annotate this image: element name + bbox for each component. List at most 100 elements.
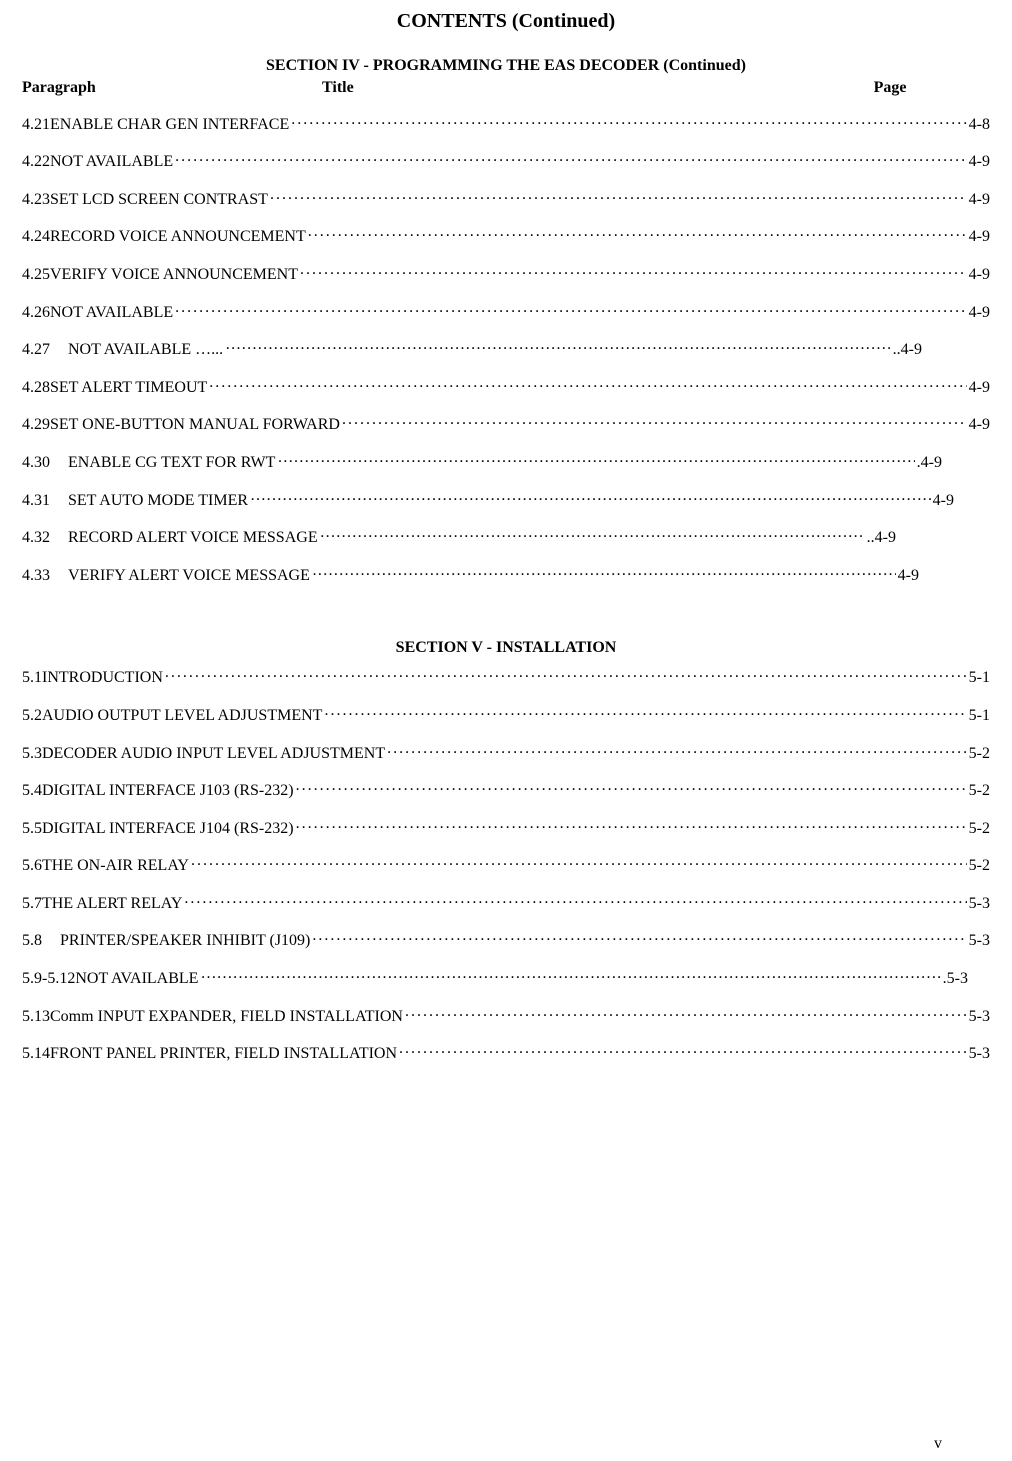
toc-row: 5.9-5.12 NOT AVAILABLE .5-3 bbox=[22, 965, 968, 988]
toc-entry-title: ENABLE CHAR GEN INTERFACE bbox=[50, 116, 291, 134]
toc-row: 4.30ENABLE CG TEXT FOR RWT.4-9 bbox=[22, 449, 942, 472]
toc-row: 4.26NOT AVAILABLE4-9 bbox=[22, 299, 990, 322]
toc-entry-title: ENABLE CG TEXT FOR RWT bbox=[68, 454, 277, 472]
toc-entry-title: RECORD VOICE ANNOUNCEMENT bbox=[50, 228, 308, 246]
toc-leader-dots bbox=[320, 525, 865, 543]
toc-entry-title: THE ON-AIR RELAY bbox=[42, 857, 191, 875]
toc-row: 5.5 DIGITAL INTERFACE J104 (RS-232) 5-2 bbox=[22, 815, 990, 838]
toc-page-number: 5-3 bbox=[967, 932, 990, 950]
toc-entry-title: SET ONE-BUTTON MANUAL FORWARD bbox=[50, 416, 342, 434]
toc-leader-dots bbox=[324, 702, 966, 720]
toc-entry-title: THE ALERT RELAY bbox=[42, 895, 184, 913]
toc-leader-dots bbox=[296, 778, 967, 796]
toc-paragraph-number: 4.33 bbox=[22, 567, 50, 585]
toc-leader-dots bbox=[165, 665, 967, 683]
toc-entry-title: NOT AVAILABLE bbox=[50, 153, 175, 171]
toc-paragraph-number: 5.4 bbox=[22, 782, 42, 800]
toc-page-number: 5-1 bbox=[967, 669, 990, 687]
toc-leader-dots bbox=[225, 337, 891, 355]
toc-paragraph-number: 4.27 bbox=[22, 341, 50, 359]
toc-row: 4.23SET LCD SCREEN CONTRAST 4-9 bbox=[22, 186, 990, 209]
toc-row: 5.2 AUDIO OUTPUT LEVEL ADJUSTMENT 5-1 bbox=[22, 702, 990, 725]
toc-row: 5.1 INTRODUCTION 5-1 bbox=[22, 665, 990, 688]
toc-page-number: 5-3 bbox=[967, 895, 990, 913]
toc-page-number: 5-1 bbox=[967, 707, 990, 725]
toc-page-number: 4-9 bbox=[967, 266, 990, 284]
col-header-title: Title bbox=[282, 79, 790, 97]
toc-leader-dots bbox=[175, 299, 967, 317]
toc-row: 4.32RECORD ALERT VOICE MESSAGE..4-9 bbox=[22, 525, 896, 548]
toc-leader-dots bbox=[312, 928, 966, 946]
toc-entry-title: SET ALERT TIMEOUT bbox=[50, 379, 209, 397]
toc-page-number: 5-3 bbox=[967, 1045, 990, 1063]
toc-entry-title: DIGITAL INTERFACE J103 (RS-232) bbox=[42, 782, 296, 800]
toc-paragraph-number: 4.21 bbox=[22, 116, 50, 134]
toc-row: 4.29SET ONE-BUTTON MANUAL FORWARD4-9 bbox=[22, 412, 990, 435]
toc-row: 5.8 PRINTER/SPEAKER INHIBIT (J109)5-3 bbox=[22, 928, 990, 951]
toc-leader-dots bbox=[399, 1041, 967, 1059]
toc-entry-title: Comm INPUT EXPANDER, FIELD INSTALLATION bbox=[50, 1008, 405, 1026]
toc-paragraph-number: 5.13 bbox=[22, 1008, 50, 1026]
toc-paragraph-number: 4.26 bbox=[22, 304, 50, 322]
toc-paragraph-number: 5.2 bbox=[22, 707, 42, 725]
toc-entry-title: VERIFY ALERT VOICE MESSAGE bbox=[68, 567, 312, 585]
toc-entry-title: DIGITAL INTERFACE J104 (RS-232) bbox=[42, 820, 296, 838]
toc-paragraph-number: 5.6 bbox=[22, 857, 42, 875]
toc-entry-title: NOT AVAILABLE bbox=[50, 304, 175, 322]
toc-row: 4.28SET ALERT TIMEOUT4-9 bbox=[22, 374, 990, 397]
toc-paragraph-number: 5.1 bbox=[22, 669, 42, 687]
toc-paragraph-number: 4.25 bbox=[22, 266, 50, 284]
toc-leader-dots bbox=[296, 815, 967, 833]
toc-row: 5.13 Comm INPUT EXPANDER, FIELD INSTALLA… bbox=[22, 1003, 990, 1026]
toc-entry-title: DECODER AUDIO INPUT LEVEL ADJUSTMENT bbox=[42, 745, 387, 763]
toc-page-number: 4-9 bbox=[967, 191, 990, 209]
toc-row: 4.33 VERIFY ALERT VOICE MESSAGE4-9 bbox=[22, 562, 919, 585]
toc-page-number: 5-3 bbox=[967, 1008, 990, 1026]
toc-row: 4.31SET AUTO MODE TIMER4-9 bbox=[22, 487, 954, 510]
toc-entry-title: SET LCD SCREEN CONTRAST bbox=[50, 191, 270, 209]
toc-page-number: ..4-9 bbox=[865, 529, 896, 547]
col-header-paragraph: Paragraph bbox=[22, 79, 282, 97]
main-title: CONTENTS (Continued) bbox=[22, 10, 990, 33]
toc-paragraph-number: 5.5 bbox=[22, 820, 42, 838]
section-iv-header: SECTION IV - PROGRAMMING THE EAS DECODER… bbox=[22, 57, 990, 75]
toc-leader-dots bbox=[291, 111, 966, 129]
toc-paragraph-number: 5.3 bbox=[22, 745, 42, 763]
toc-paragraph-number: 5.9-5.12 bbox=[22, 970, 75, 988]
toc-row: 5.6THE ON-AIR RELAY 5-2 bbox=[22, 853, 990, 876]
toc-entry-title: AUDIO OUTPUT LEVEL ADJUSTMENT bbox=[42, 707, 324, 725]
column-headers: Paragraph Title Page bbox=[22, 79, 990, 97]
toc-entry-title: FRONT PANEL PRINTER, FIELD INSTALLATION bbox=[50, 1045, 399, 1063]
toc-page-number: 4-8 bbox=[967, 116, 990, 134]
toc-leader-dots bbox=[250, 487, 931, 505]
toc-page-number: 4-9 bbox=[967, 228, 990, 246]
toc-leader-dots bbox=[300, 261, 967, 279]
toc-row: 5.14FRONT PANEL PRINTER, FIELD INSTALLAT… bbox=[22, 1041, 990, 1064]
toc-entry-title: NOT AVAILABLE bbox=[75, 970, 200, 988]
col-header-page: Page bbox=[790, 79, 990, 97]
toc-row: 5.7 THE ALERT RELAY 5-3 bbox=[22, 890, 990, 913]
toc-row: 4.21ENABLE CHAR GEN INTERFACE 4-8 bbox=[22, 111, 990, 134]
toc-paragraph-number: 5.7 bbox=[22, 895, 42, 913]
toc-entry-title: INTRODUCTION bbox=[42, 669, 165, 687]
toc-row: 4.25VERIFY VOICE ANNOUNCEMENT 4-9 bbox=[22, 261, 990, 284]
toc-leader-dots bbox=[405, 1003, 967, 1021]
toc-page-number: 4-9 bbox=[967, 379, 990, 397]
toc-page-number: .5-3 bbox=[941, 970, 968, 988]
toc-leader-dots bbox=[184, 890, 966, 908]
section-v-header: SECTION V - INSTALLATION bbox=[22, 639, 990, 657]
toc-entry-title: VERIFY VOICE ANNOUNCEMENT bbox=[50, 266, 300, 284]
toc-paragraph-number: 4.23 bbox=[22, 191, 50, 209]
toc-paragraph-number: 4.24 bbox=[22, 228, 50, 246]
toc-paragraph-number: 5.8 bbox=[22, 932, 42, 950]
toc-page-number: 5-2 bbox=[967, 820, 990, 838]
page-container: CONTENTS (Continued) SECTION IV - PROGRA… bbox=[0, 0, 1012, 1063]
toc-page-number: 5-2 bbox=[967, 745, 990, 763]
toc-entry-title: NOT AVAILABLE …... bbox=[68, 341, 225, 359]
toc-page-number: 5-2 bbox=[967, 857, 990, 875]
toc-page-number: 5-2 bbox=[967, 782, 990, 800]
toc-page-number: 4-9 bbox=[931, 492, 954, 510]
toc-row: 5.3 DECODER AUDIO INPUT LEVEL ADJUSTMENT… bbox=[22, 740, 990, 763]
toc-row: 4.22NOT AVAILABLE4-9 bbox=[22, 149, 990, 172]
page-number: v bbox=[934, 1435, 942, 1453]
